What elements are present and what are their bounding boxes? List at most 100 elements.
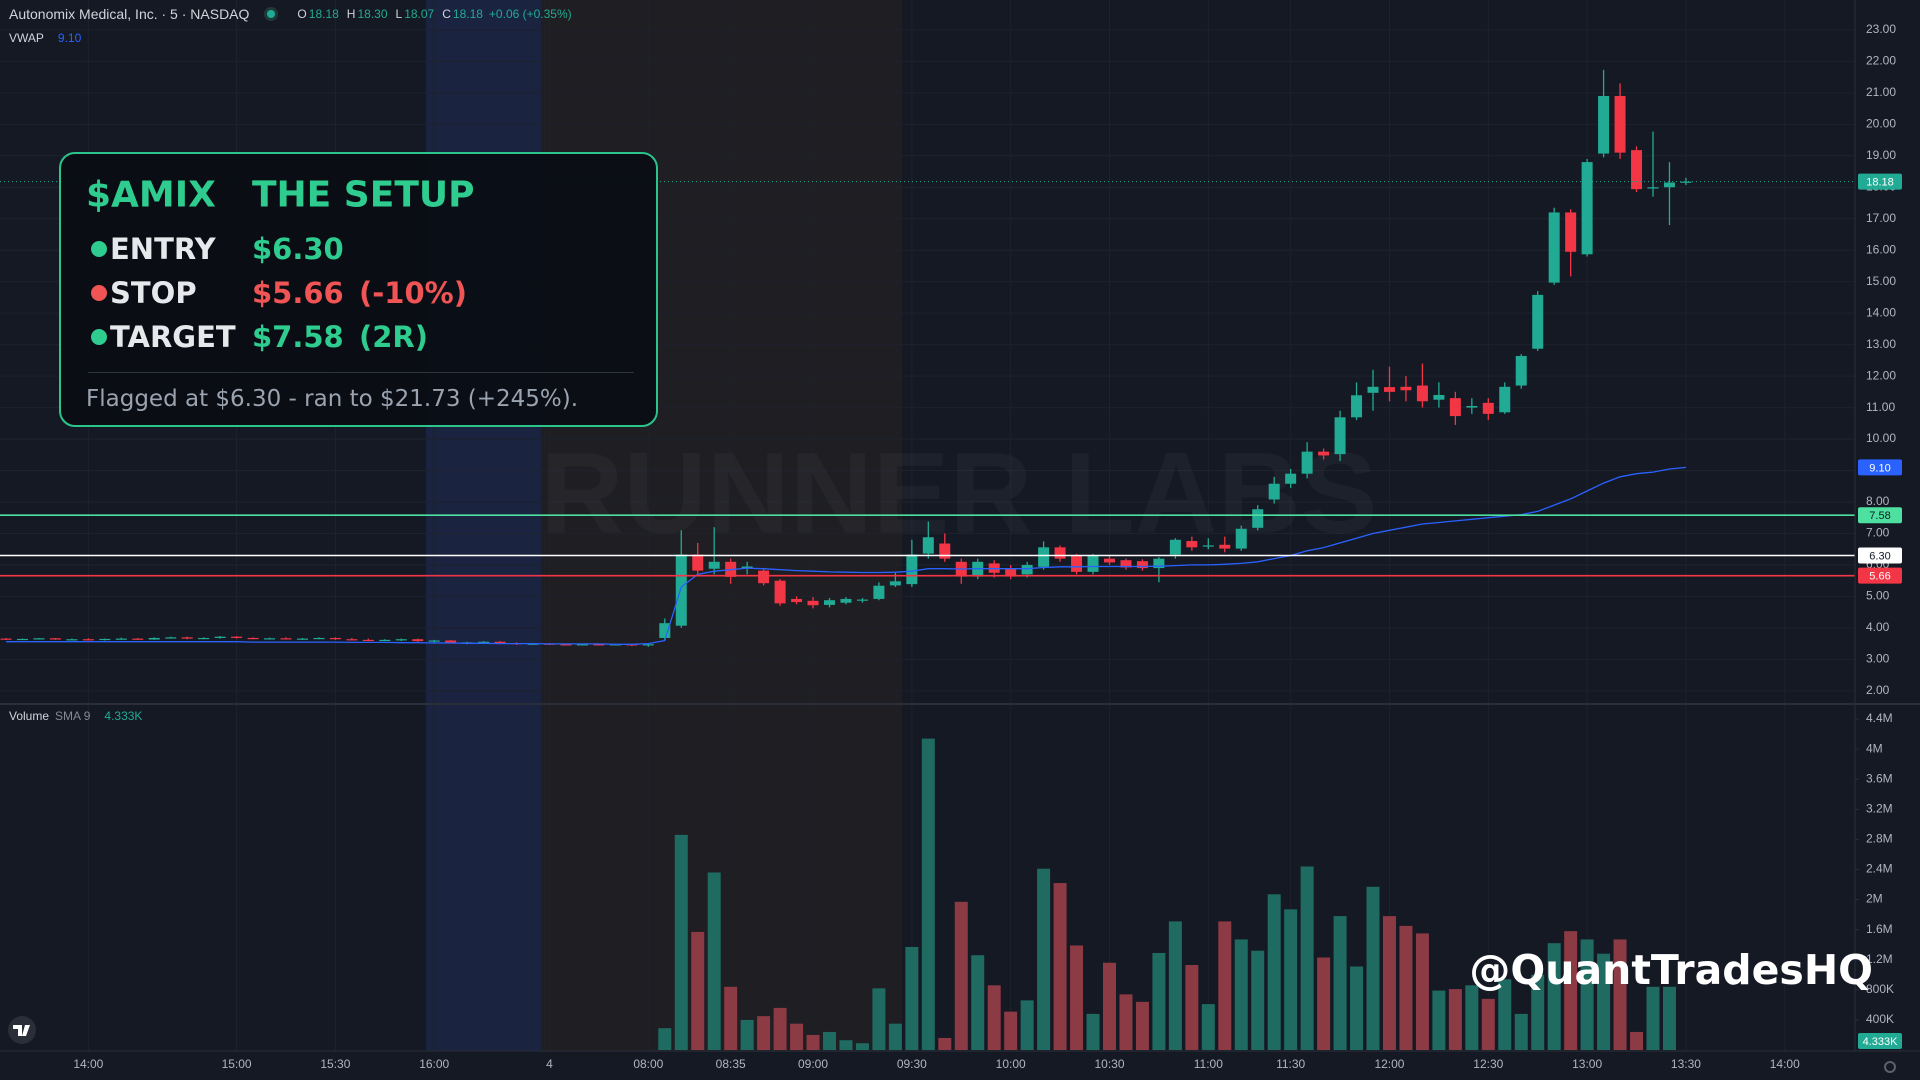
y-tick-label: 12.00 — [1866, 368, 1896, 382]
volume-bar — [790, 1023, 804, 1050]
volume-bar — [1333, 916, 1347, 1050]
x-tick-label: 12:00 — [1374, 1057, 1404, 1071]
x-tick-label: 12:30 — [1473, 1057, 1503, 1071]
y-tick-label: 4.00 — [1866, 620, 1890, 634]
y-tick-label: 4M — [1866, 741, 1883, 755]
ticker: $AMIX — [86, 174, 216, 216]
candle-body — [1680, 181, 1692, 183]
x-tick-label: 15:30 — [320, 1057, 350, 1071]
volume-bar — [938, 1037, 952, 1050]
volume-bar — [1465, 985, 1479, 1050]
vwap-legend: VWAP 9.10 — [9, 31, 81, 45]
vwap-name: VWAP — [9, 31, 44, 45]
candle-body — [1054, 547, 1066, 559]
candle-body — [280, 638, 292, 640]
volume-bar — [740, 1019, 754, 1050]
x-tick-label: 14:00 — [73, 1057, 103, 1071]
candle-body — [1416, 385, 1428, 402]
candle-body — [1383, 387, 1395, 392]
candle-body — [1367, 386, 1379, 393]
candle-body — [807, 600, 819, 606]
sma-axis-label: 4.333K — [1863, 1036, 1899, 1048]
y-tick-label: 21.00 — [1866, 85, 1896, 99]
sma-value: 4.333K — [104, 709, 143, 723]
ohlc-key: H — [346, 7, 356, 21]
candle-body — [1647, 187, 1659, 189]
x-tick-label: 4 — [546, 1057, 553, 1071]
volume-bar — [1366, 886, 1380, 1050]
watermark: RUNNER LABS — [541, 429, 1378, 557]
candle-body — [1038, 547, 1050, 567]
candle-body — [412, 639, 424, 642]
candle-body — [148, 637, 160, 640]
volume-bar — [1613, 939, 1627, 1050]
volume-bar — [888, 1023, 902, 1050]
y-tick-label: 17.00 — [1866, 211, 1896, 225]
candle-body — [214, 636, 226, 638]
candle-body — [1169, 539, 1181, 555]
x-tick-label: 11:30 — [1276, 1057, 1305, 1071]
candle-body — [1532, 294, 1544, 349]
y-tick-label: 11.00 — [1866, 400, 1895, 414]
volume-bar — [806, 1034, 820, 1050]
candle-body — [840, 598, 852, 603]
volume-bar — [1234, 939, 1248, 1050]
candle-body — [494, 641, 506, 643]
candle-body — [198, 637, 210, 640]
volume-bar — [1432, 990, 1446, 1050]
candle-body — [1400, 386, 1412, 391]
candle-body — [1005, 568, 1017, 577]
level-label: 6.30 — [1869, 550, 1890, 562]
candle-body — [362, 639, 374, 642]
volume-bar — [905, 946, 919, 1050]
volume-bar — [1564, 931, 1578, 1050]
candle-body — [329, 637, 341, 640]
candle-body — [1252, 509, 1264, 528]
y-tick-label: 20.00 — [1866, 116, 1896, 130]
volume-bar — [1053, 883, 1067, 1050]
candle-body — [791, 598, 803, 603]
candle-body — [642, 644, 654, 646]
ohlc-value: 18.18 — [452, 7, 483, 21]
candle-body — [0, 638, 12, 640]
candle-body — [296, 638, 308, 640]
volume-bar — [757, 1016, 771, 1050]
candle-body — [82, 639, 94, 641]
x-tick-label: 14:00 — [1770, 1057, 1800, 1071]
settings-icon[interactable] — [1884, 1061, 1896, 1073]
candle-body — [1136, 561, 1148, 569]
y-tick-label: 22.00 — [1866, 54, 1896, 68]
candle-body — [33, 638, 45, 640]
volume-bar — [872, 988, 886, 1050]
candle-body — [346, 639, 358, 641]
volume-bar — [1547, 943, 1561, 1050]
ohlc-value: 18.18 — [308, 7, 339, 21]
volume-bar — [954, 901, 968, 1050]
volume-bar — [1119, 994, 1133, 1050]
divider — [88, 372, 634, 373]
volume-bar — [921, 738, 935, 1050]
candle-body — [99, 638, 111, 641]
candle-body — [1318, 451, 1330, 456]
row-dot — [91, 285, 107, 301]
candle-body — [49, 638, 61, 640]
candle-body — [231, 636, 243, 638]
last-price-label: 18.18 — [1866, 177, 1894, 189]
volume-bar — [773, 1007, 787, 1050]
candle-body — [428, 640, 440, 642]
level-label: 5.66 — [1869, 571, 1890, 583]
candle-body — [1548, 212, 1560, 283]
candle-body — [1103, 558, 1115, 563]
volume-bar — [1168, 921, 1182, 1050]
candle-body — [1515, 355, 1527, 386]
candle-body — [1631, 150, 1643, 190]
volume-bar — [1498, 979, 1512, 1050]
setup-card: $AMIX THE SETUP Flagged at $6.30 - ran t… — [59, 152, 658, 427]
y-tick-label: 3.6M — [1866, 771, 1893, 785]
ohlc-key: L — [395, 7, 403, 21]
volume-bar — [1201, 1004, 1215, 1050]
y-tick-label: 16.00 — [1866, 242, 1896, 256]
status-dot — [267, 10, 276, 18]
y-tick-label: 23.00 — [1866, 22, 1896, 36]
